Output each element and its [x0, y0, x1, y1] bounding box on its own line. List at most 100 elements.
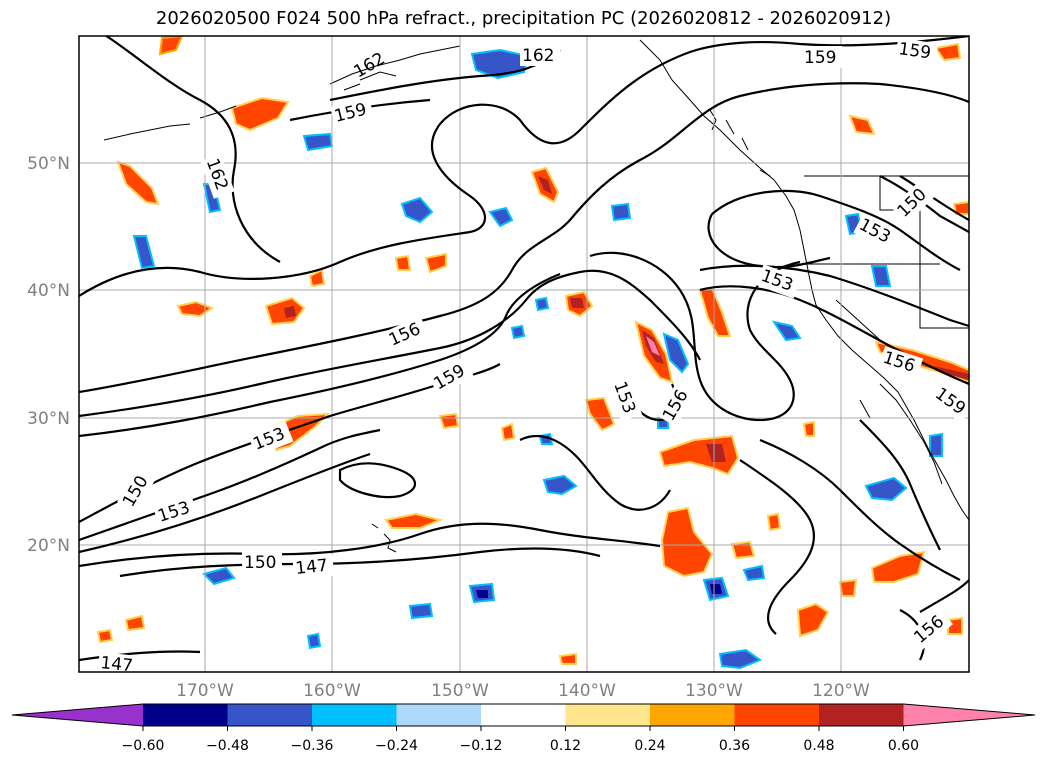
refractivity-contours	[79, 36, 969, 662]
grid-lines	[79, 36, 969, 672]
colorbar-tick-label: 0.36	[719, 738, 750, 754]
colorbar-segment	[227, 704, 313, 726]
lon-label-120w: 120°W	[812, 681, 870, 701]
colorbar-tick-label: 0.24	[634, 738, 665, 754]
colorbar-segment	[396, 704, 482, 726]
precipitation-patches	[96, 36, 969, 670]
contour-line	[79, 272, 561, 438]
contour-label-bg	[908, 607, 953, 650]
precip-negative-patch	[610, 202, 632, 222]
contour-label-bg	[853, 212, 900, 252]
map-title: 2026020500 F024 500 hPa refract., precip…	[155, 8, 892, 29]
contour-label-bg	[928, 381, 969, 424]
contour-line	[338, 462, 417, 499]
contour-label-bg	[330, 97, 375, 129]
precip-negative-patch	[864, 476, 908, 502]
precip-positive-patch	[706, 444, 726, 462]
precip-positive-patch	[934, 42, 962, 62]
colorbar-tick-label: −0.36	[291, 738, 334, 754]
colorbar-segment	[650, 704, 735, 726]
coastline-alaska	[329, 45, 461, 91]
colorbar-tick-label: 0.60	[888, 738, 919, 754]
precip-negative-patch	[870, 265, 892, 287]
contour-line	[79, 452, 371, 554]
contour-label-bg	[756, 264, 802, 299]
colorbar-extend-low	[12, 704, 143, 726]
precip-negative-patch	[534, 296, 550, 312]
precip-positive-patch	[952, 200, 969, 215]
colorbar-segment	[481, 704, 566, 726]
contour-label-bg	[242, 551, 282, 573]
contour-label: 162	[522, 46, 554, 66]
precip-negative-patch	[476, 590, 488, 598]
contour-label-bg	[657, 381, 697, 427]
precip-positive-patch	[424, 252, 447, 274]
contour-line	[79, 428, 381, 542]
contour-line	[119, 547, 601, 578]
colorbar-segment	[819, 704, 904, 726]
contour-label: 150	[244, 553, 276, 573]
precip-negative-patch	[408, 602, 434, 620]
precip-positive-patch	[176, 300, 215, 318]
lon-label-170w: 170°W	[176, 681, 234, 701]
precip-positive-patch	[947, 616, 963, 635]
contour-line	[79, 36, 969, 297]
precip-positive-patch	[538, 176, 552, 194]
contour-line	[699, 264, 969, 328]
colorbar-extend-high	[903, 704, 1035, 726]
precip-negative-patch	[718, 648, 763, 670]
colorbar: −0.60 −0.48 −0.36 −0.24 −0.12 0.12 0.24 0.36 0.4…	[11, 703, 1036, 754]
precip-positive-patch	[116, 160, 160, 206]
contour-label-bg	[248, 420, 294, 457]
contour-line	[79, 650, 201, 662]
colorbar-segment	[312, 704, 397, 726]
precip-positive-patch	[308, 268, 326, 288]
contour-line	[739, 459, 815, 635]
contour-label: 147	[294, 556, 328, 579]
contour-line	[79, 269, 701, 418]
precip-positive-patch	[438, 412, 460, 430]
precip-negative-patch	[929, 432, 943, 457]
precip-positive-patch	[96, 628, 114, 644]
colorbar-tick-label: −0.60	[122, 738, 165, 754]
contour-label-group: 159	[895, 37, 938, 66]
contour-line	[699, 285, 969, 386]
contour-label-bg	[520, 44, 560, 66]
contour-label-bg	[428, 357, 474, 397]
precip-negative-patch	[510, 324, 526, 340]
precip-negative-patch	[400, 196, 434, 224]
lon-label-160w: 160°W	[303, 681, 361, 701]
contour-label-bg	[802, 46, 842, 68]
hawaii-islands	[371, 523, 397, 553]
precip-positive-patch	[730, 540, 756, 560]
contour-label-bg	[891, 180, 936, 224]
colorbar-tick-label: 0.48	[803, 738, 834, 754]
precip-positive-patch	[558, 652, 577, 665]
contour-line	[104, 36, 281, 263]
precip-negative-patch	[306, 632, 322, 650]
contour-label-bg	[200, 153, 235, 199]
lat-label-30n: 30°N	[27, 409, 70, 429]
aleutians	[103, 105, 237, 141]
contour-label: 159	[897, 39, 932, 63]
contour-label-bg	[895, 37, 938, 66]
longitude-labels: 170°W 160°W 150°W 140°W 130°W 120°W	[176, 681, 870, 701]
contour-label-bg	[117, 467, 157, 513]
precip-negative-patch	[662, 332, 690, 374]
contour-label: 147	[99, 653, 133, 676]
precip-positive-patch	[570, 298, 584, 308]
contour-label-bg	[607, 376, 643, 422]
contour-label: 159	[804, 48, 836, 68]
precip-positive-patch	[646, 336, 660, 356]
precip-positive-patch	[500, 422, 516, 442]
precip-positive-patch	[802, 420, 815, 437]
precip-negative-patch	[202, 566, 236, 586]
precip-positive-patch	[766, 512, 782, 532]
baja-coast	[859, 383, 943, 485]
precip-positive-patch	[934, 366, 969, 380]
contour-label-bg	[878, 346, 924, 380]
colorbar-tick-label: −0.12	[460, 738, 503, 754]
precip-positive-patch	[584, 396, 616, 432]
contour-line	[79, 522, 661, 568]
